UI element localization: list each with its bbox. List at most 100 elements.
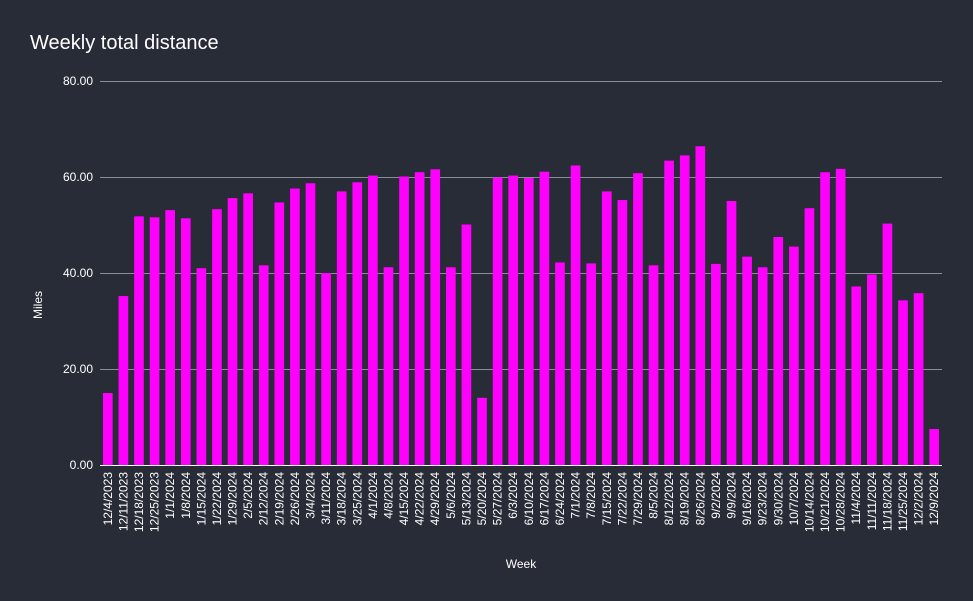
bar bbox=[789, 246, 799, 465]
bar bbox=[165, 210, 176, 465]
x-tick-label: 9/30/2024 bbox=[771, 472, 785, 526]
y-tick-label: 60.00 bbox=[63, 170, 93, 184]
bar bbox=[243, 193, 253, 465]
bar bbox=[477, 397, 487, 465]
gridlines bbox=[100, 81, 942, 370]
x-tick-label: 4/22/2024 bbox=[413, 472, 427, 526]
bar bbox=[149, 217, 160, 465]
x-tick-label: 5/27/2024 bbox=[491, 472, 505, 526]
x-tick-label: 9/9/2024 bbox=[725, 472, 739, 519]
x-tick-label: 5/13/2024 bbox=[459, 472, 473, 526]
x-tick-label: 7/29/2024 bbox=[631, 472, 645, 526]
x-tick-label: 8/19/2024 bbox=[678, 472, 692, 526]
x-axis-ticks: 12/4/2023 12/11/2023 12/18/2023 12/25/2023 1… bbox=[101, 472, 941, 532]
x-tick-label: 3/18/2024 bbox=[335, 472, 349, 526]
x-tick-label: 11/11/2024 bbox=[865, 472, 879, 531]
bar bbox=[773, 237, 784, 465]
x-tick-label: 3/11/2024 bbox=[319, 472, 333, 525]
bar bbox=[399, 176, 409, 465]
bars bbox=[102, 146, 940, 466]
bar bbox=[180, 218, 191, 465]
x-tick-label: 12/2/2024 bbox=[912, 472, 926, 526]
bar bbox=[617, 200, 628, 466]
x-tick-label: 1/1/2024 bbox=[163, 472, 177, 519]
bar bbox=[804, 208, 815, 465]
y-axis-label: Miles bbox=[31, 291, 45, 319]
bar bbox=[648, 265, 659, 465]
bar bbox=[212, 209, 222, 465]
x-tick-label: 12/11/2023 bbox=[116, 472, 130, 531]
bar bbox=[742, 256, 752, 465]
x-tick-label: 1/15/2024 bbox=[194, 472, 208, 526]
y-tick-label: 80.00 bbox=[63, 74, 93, 88]
bar bbox=[258, 265, 269, 465]
x-tick-label: 9/2/2024 bbox=[709, 472, 723, 519]
bar bbox=[102, 393, 113, 465]
y-axis-ticks: 0.00 20.00 40.00 60.00 80.00 bbox=[63, 74, 93, 472]
x-tick-label: 6/17/2024 bbox=[537, 472, 551, 526]
x-tick-label: 6/24/2024 bbox=[553, 472, 567, 526]
bar bbox=[679, 155, 690, 465]
x-tick-label: 2/26/2024 bbox=[288, 472, 302, 526]
bar bbox=[664, 160, 674, 465]
y-tick-label: 40.00 bbox=[63, 266, 93, 280]
x-tick-label: 10/28/2024 bbox=[834, 472, 848, 532]
x-tick-label: 8/12/2024 bbox=[662, 472, 676, 526]
x-tick-label: 3/25/2024 bbox=[350, 472, 364, 526]
bar bbox=[445, 267, 456, 465]
bar bbox=[601, 191, 612, 465]
y-tick-label: 20.00 bbox=[63, 362, 93, 376]
x-tick-label: 10/7/2024 bbox=[787, 472, 801, 526]
x-tick-label: 4/8/2024 bbox=[381, 472, 395, 519]
x-tick-label: 9/23/2024 bbox=[756, 472, 770, 526]
x-tick-label: 1/22/2024 bbox=[210, 472, 224, 526]
x-tick-label: 6/3/2024 bbox=[506, 472, 520, 519]
x-tick-label: 12/18/2023 bbox=[132, 472, 146, 532]
x-tick-label: 9/16/2024 bbox=[740, 472, 754, 526]
bar bbox=[820, 172, 830, 465]
bar bbox=[430, 169, 441, 465]
bar bbox=[134, 216, 144, 465]
x-tick-label: 5/6/2024 bbox=[444, 472, 458, 519]
x-tick-label: 11/25/2024 bbox=[896, 472, 910, 531]
bar bbox=[866, 274, 877, 465]
x-tick-label: 7/22/2024 bbox=[615, 472, 629, 526]
bar bbox=[570, 165, 581, 466]
x-tick-label: 4/29/2024 bbox=[428, 472, 442, 526]
bar bbox=[913, 293, 924, 465]
bar bbox=[633, 173, 643, 465]
bar bbox=[882, 223, 893, 465]
bar bbox=[929, 429, 940, 465]
bar bbox=[555, 262, 565, 465]
x-tick-label: 12/25/2023 bbox=[148, 472, 162, 532]
bar bbox=[711, 263, 721, 465]
bar bbox=[851, 286, 862, 465]
bar bbox=[336, 191, 347, 465]
x-tick-label: 5/20/2024 bbox=[475, 472, 489, 526]
x-tick-label: 6/10/2024 bbox=[522, 472, 536, 526]
x-tick-label: 2/5/2024 bbox=[241, 472, 255, 519]
x-tick-label: 11/18/2024 bbox=[880, 472, 894, 531]
x-tick-label: 1/29/2024 bbox=[226, 472, 240, 526]
bar bbox=[539, 171, 550, 465]
x-tick-label: 1/8/2024 bbox=[179, 472, 193, 519]
bar bbox=[305, 183, 316, 466]
x-tick-label: 3/4/2024 bbox=[304, 472, 318, 519]
x-tick-label: 8/5/2024 bbox=[647, 472, 661, 519]
x-tick-label: 2/19/2024 bbox=[272, 472, 286, 526]
x-tick-label: 7/15/2024 bbox=[600, 472, 614, 526]
x-axis-label: Week bbox=[506, 557, 537, 571]
bar bbox=[695, 146, 706, 465]
bar bbox=[227, 198, 238, 465]
bar bbox=[274, 202, 285, 465]
y-tick-label: 0.00 bbox=[70, 458, 94, 472]
bar bbox=[835, 168, 846, 465]
bar bbox=[383, 267, 394, 465]
bar bbox=[290, 188, 300, 465]
x-tick-label: 7/8/2024 bbox=[584, 472, 598, 519]
bar bbox=[118, 296, 129, 465]
x-tick-label: 7/1/2024 bbox=[569, 472, 583, 519]
bar bbox=[368, 175, 378, 465]
bar bbox=[492, 177, 503, 466]
